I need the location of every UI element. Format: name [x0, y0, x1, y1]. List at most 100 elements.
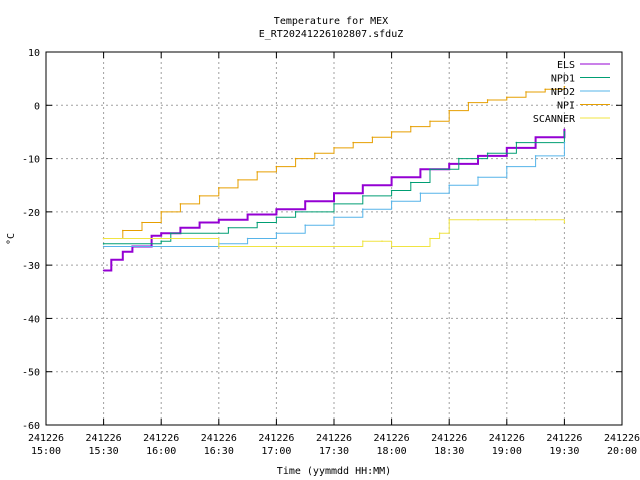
y-tick-label: 10	[28, 48, 40, 59]
data-point-npd2	[333, 216, 335, 218]
data-point-els	[448, 163, 451, 165]
legend: ELS NPD1 NPD2 NPI SCANNER	[533, 60, 610, 125]
data-point-scanner	[102, 237, 105, 240]
data-point-npd2	[362, 208, 364, 210]
data-point-npi	[448, 109, 451, 112]
data-point-npi	[467, 101, 470, 104]
data-point-npi	[294, 157, 297, 160]
data-point-npd2	[304, 224, 307, 226]
data-point-npi	[218, 187, 220, 189]
data-point-npi	[256, 171, 259, 173]
x-tick-date-label: 241226	[604, 433, 640, 444]
series-line-npd2	[103, 142, 565, 247]
data-point-scanner	[438, 232, 441, 234]
y-tick-label: -30	[22, 261, 40, 272]
legend-label-scanner: SCANNER	[533, 114, 576, 125]
data-point-els	[218, 219, 220, 221]
series-line-scanner	[103, 219, 565, 247]
data-point-npd1	[429, 168, 431, 171]
data-point-els	[362, 184, 364, 187]
data-point-scanner	[563, 221, 566, 224]
x-tick-date-label: 241226	[28, 433, 64, 444]
data-point-scanner	[477, 219, 479, 221]
data-point-npd1	[563, 131, 566, 133]
data-point-els	[304, 200, 307, 202]
data-point-scanner	[390, 245, 393, 248]
data-point-npi	[179, 203, 182, 205]
data-point-npi	[352, 141, 355, 144]
data-point-npd2	[102, 245, 105, 248]
data-point-els	[198, 221, 201, 224]
data-point-npd1	[362, 195, 364, 197]
data-point-npd2	[477, 176, 479, 179]
data-point-npd1	[256, 221, 259, 224]
data-point-scanner	[506, 219, 508, 221]
x-tick-time-label: 18:00	[377, 446, 407, 457]
data-point-npi	[122, 229, 124, 232]
x-tick-date-label: 241226	[374, 433, 410, 444]
data-point-npi	[429, 120, 431, 123]
data-point-els	[477, 155, 479, 157]
x-axis-label: Time (yymmdd HH:MM)	[277, 466, 391, 477]
data-point-scanner	[534, 219, 537, 221]
data-point-els	[534, 136, 537, 139]
legend-label-npd1: NPD1	[551, 74, 575, 85]
x-tick-time-label: 15:00	[31, 446, 61, 457]
data-point-npd2	[419, 192, 422, 195]
y-tick-label: -50	[22, 368, 40, 379]
data-point-npi	[506, 96, 508, 99]
data-point-scanner	[333, 245, 335, 248]
data-point-npi	[275, 165, 278, 168]
data-point-npd2	[534, 155, 537, 157]
data-point-els	[333, 192, 335, 195]
y-tick-label: -40	[22, 314, 40, 325]
data-point-els	[246, 213, 249, 216]
data-point-els	[419, 168, 422, 171]
x-tick-time-label: 18:30	[434, 446, 464, 457]
data-point-npd1	[486, 152, 489, 155]
legend-label-els: ELS	[557, 60, 575, 71]
data-point-els	[150, 235, 153, 237]
data-point-npd1	[170, 232, 172, 234]
data-point-npi	[563, 85, 566, 88]
data-point-npi	[237, 179, 239, 181]
x-axis: 241226 15:00 241226 15:30 241226 16:00 241226 1…	[28, 52, 640, 457]
data-point-els	[179, 227, 182, 229]
data-point-scanner	[381, 240, 383, 242]
y-axis: 10 0 -10 -20 -30 -40 -50 -60	[22, 48, 622, 432]
data-point-npd1	[390, 189, 393, 192]
data-point-scanner	[429, 237, 431, 240]
x-tick-date-label: 241226	[201, 433, 237, 444]
y-tick-label: -10	[22, 155, 40, 166]
data-point-npd1	[160, 240, 162, 242]
data-point-els	[160, 232, 162, 234]
legend-label-npd2: NPD2	[551, 87, 575, 98]
data-point-scanner	[448, 219, 451, 221]
data-point-npi	[544, 88, 546, 91]
data-point-npi	[141, 221, 143, 224]
data-point-npd1	[275, 216, 278, 218]
chart-subtitle: E_RT20241226102807.sfduZ	[259, 29, 404, 40]
data-point-npi	[390, 131, 393, 133]
data-point-npd2	[390, 200, 393, 202]
data-point-els	[563, 128, 566, 131]
x-tick-date-label: 241226	[143, 433, 179, 444]
series-lines	[102, 85, 566, 272]
data-point-npi	[333, 147, 335, 149]
data-point-npi	[486, 99, 489, 101]
chart-title: Temperature for MEX	[274, 16, 388, 27]
x-tick-date-label: 241226	[86, 433, 122, 444]
x-tick-time-label: 16:30	[204, 446, 234, 457]
x-tick-date-label: 241226	[546, 433, 582, 444]
data-point-npi	[525, 91, 527, 93]
data-point-npd2	[246, 237, 249, 240]
data-point-npi	[410, 125, 412, 128]
x-tick-time-label: 16:00	[146, 446, 176, 457]
y-tick-label: 0	[34, 101, 40, 112]
data-point-npd1	[294, 211, 297, 213]
data-point-npi	[198, 195, 201, 197]
legend-label-npi: NPI	[557, 101, 575, 112]
data-point-els	[275, 208, 278, 210]
data-point-npd1	[227, 227, 230, 229]
